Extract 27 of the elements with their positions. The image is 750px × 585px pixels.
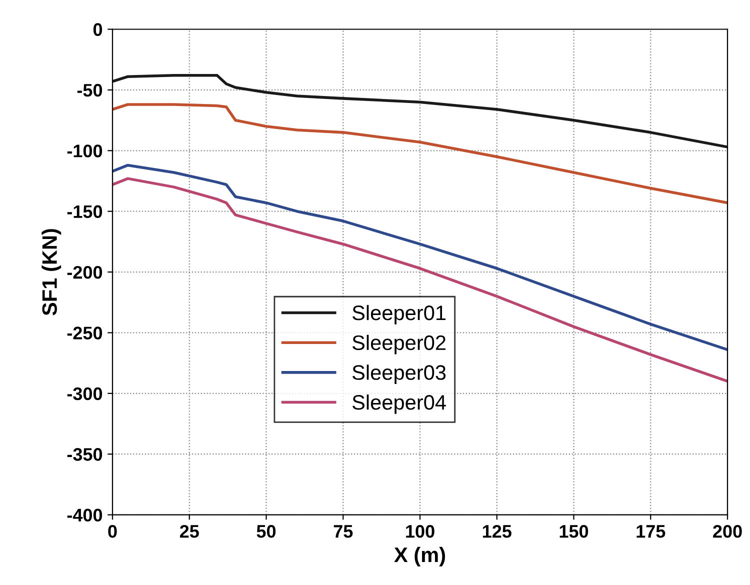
x-tick-label: 150 [560,525,588,538]
x-tick-label: 200 [713,525,742,538]
y-tick-label: -50 [77,84,102,97]
legend-label: Sleeper04 [352,394,446,414]
x-tick-label: 25 [180,525,199,538]
legend-label: Sleeper03 [352,364,446,384]
x-tick-label: 175 [636,525,666,538]
x-tick-label: 0 [108,525,117,538]
line-series [112,74,728,148]
y-tick-label: -300 [67,387,102,400]
y-tick-label: -250 [67,326,102,340]
y-tick-label: -150 [67,205,102,218]
x-tick-label: 50 [256,525,276,538]
legend-label: Sleeper02 [352,334,446,354]
line-series [112,103,728,204]
x-tick-label: 75 [334,525,353,538]
y-tick-label: -200 [67,266,102,279]
y-axis-title: SF1 (KN) [42,229,62,316]
line-series [112,177,728,383]
x-tick-label: 125 [482,525,512,538]
x-tick-label: 100 [406,525,434,538]
y-tick-label: -350 [67,448,102,461]
y-tick-label: -100 [67,144,102,158]
y-tick-label: 0 [93,23,102,36]
x-axis-title: X (m) [394,546,446,566]
legend-label: Sleeper01 [352,304,446,324]
y-tick-label: -400 [67,508,102,522]
